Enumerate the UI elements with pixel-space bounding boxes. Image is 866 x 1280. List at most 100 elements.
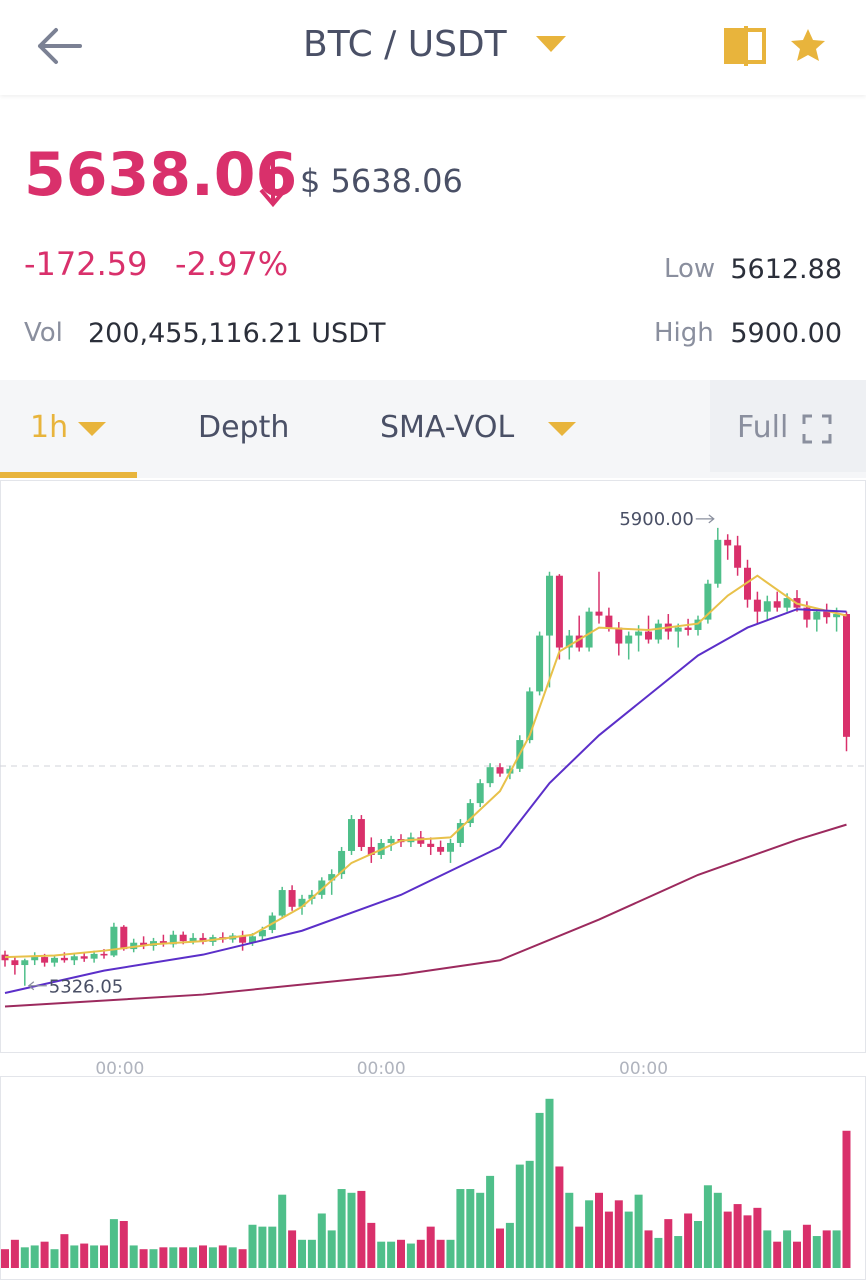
candle-body [239,935,247,943]
candle-body [773,601,781,608]
candle-body [803,607,811,620]
candle-body [555,575,563,648]
volume-bar [604,1211,613,1268]
volume-bar [406,1243,415,1268]
interval-tab[interactable]: 1h [30,410,69,445]
candle-body [110,926,118,956]
moving-average-line [4,608,847,994]
candle-body [585,611,593,648]
candle-body [783,598,791,608]
volume-bar [169,1247,178,1268]
compare-icon[interactable] [724,26,768,66]
pair-title[interactable]: BTC / USDT [303,24,507,65]
candle-body [417,837,425,844]
candle-body [21,960,29,966]
candle-body [140,942,148,946]
high-value: 5900.00 [730,318,842,349]
down-arrow [259,160,287,208]
volume-bar [456,1189,465,1268]
candle-body [51,957,58,963]
candle-body [348,819,355,851]
volume-bar [298,1239,306,1268]
candle-body [595,611,603,616]
volume-bar [703,1185,712,1268]
volume-bar [288,1230,297,1268]
candle-body [328,874,336,881]
volume-bar [80,1243,89,1268]
volume-bar [773,1241,782,1268]
price-change-pct: -2.97% [175,245,289,283]
candle-body [605,615,613,628]
candle-body [288,890,296,907]
candle-body [813,611,821,620]
volume-bar [189,1247,198,1268]
candle-body [367,846,375,855]
full-tab[interactable]: Full [737,410,789,445]
volume-bar [90,1245,99,1268]
depth-tab[interactable]: Depth [198,410,290,445]
candle-body [714,539,722,584]
candle-body [258,929,266,937]
candle-body [318,880,326,895]
candle-body [694,619,702,630]
volume-bar [674,1236,683,1268]
candle-body [427,843,435,847]
volume-bar [694,1221,702,1268]
dropdown-icon [548,422,576,436]
volume-bar [248,1224,257,1268]
volume-bar [278,1194,287,1268]
volume-bar [595,1192,603,1268]
volume-bar [258,1226,267,1268]
volume-bar [614,1200,623,1268]
candle-body [476,783,484,804]
active-underline [0,472,137,478]
volume-bar [307,1239,316,1268]
candle-body [169,934,177,945]
volume-bar [357,1190,366,1268]
candle-body [31,957,39,961]
volume-bar [575,1226,584,1268]
candle-body [823,611,831,618]
volume-bar [565,1192,574,1268]
volume-bar [446,1239,455,1268]
volume-bar [664,1219,673,1268]
volume-bar [654,1237,663,1268]
high-label: High [654,318,714,348]
volume-bar [387,1241,396,1268]
volume-bar [149,1249,158,1268]
dropdown-icon [536,36,566,52]
volume-bar [515,1164,524,1268]
time-tick-label: 00:00 [357,1059,406,1079]
favorite-icon[interactable] [790,28,826,62]
candle-body [704,583,712,620]
volume-bar [545,1098,554,1268]
dropdown-icon [78,422,106,436]
volume-bar [238,1249,247,1268]
volume-bar [783,1230,792,1268]
candle-body [496,767,504,774]
volume-bar [50,1249,59,1268]
volume-bar [218,1245,227,1268]
volume-bar [416,1239,425,1268]
candle-body [565,635,573,648]
volume-bar [753,1207,762,1268]
volume-bar [367,1222,376,1268]
indicator-tab[interactable]: SMA-VOL [380,410,515,445]
volume-bar [109,1219,118,1268]
kline-chart: 00:00 00:00 00:00 5900.00 5326.05 [0,480,866,1280]
candle-body [298,898,306,907]
volume-bar [535,1112,544,1268]
candle-body [536,635,544,692]
volume-bar [525,1160,534,1268]
volume-bar [60,1234,69,1268]
moving-average-line [4,574,847,959]
volume-bar [30,1245,39,1268]
candle-body [249,936,256,943]
min-price-label: 5326.05 [49,977,123,998]
tab-bar: 1h Depth SMA-VOL Full [0,380,866,478]
back-button[interactable] [36,26,84,66]
volume-bar [436,1239,445,1268]
volume-bar [476,1192,485,1268]
volume-bar [486,1175,495,1268]
